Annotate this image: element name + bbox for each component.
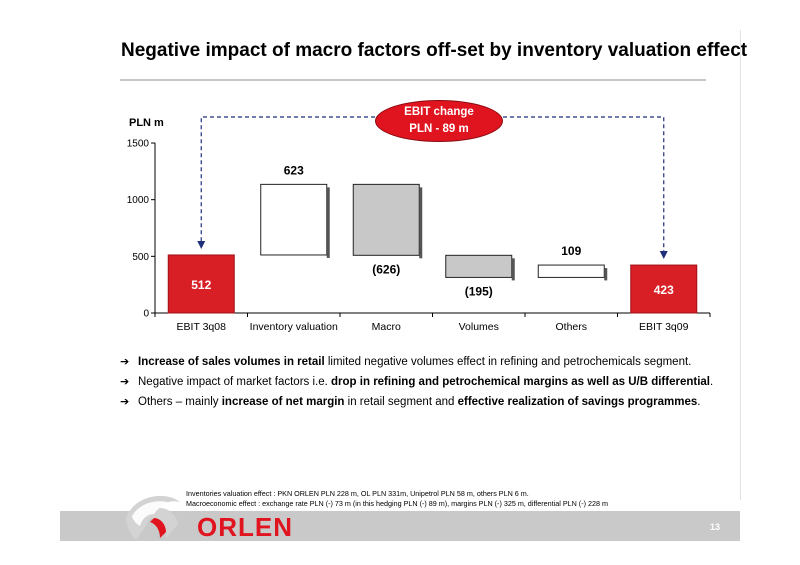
bullet-3-bold-b: effective realization of savings program… [457,396,698,408]
callout-line-2: PLN - 89 m [409,123,469,135]
category-label-1: EBIT 3q08 [177,321,227,333]
y-tick-label: 500 [132,252,149,263]
bar-shadow-2 [326,187,330,258]
bullet-3-end: . [697,396,701,408]
bar-6 [630,264,698,314]
data-label-1: 512 [191,278,211,292]
y-tick-label: 0 [143,309,149,320]
bullet-3-mid: in retail segment and [344,396,458,408]
ebit-change-callout: EBIT change PLN - 89 m [375,100,503,142]
bar-3 [352,183,420,256]
bar-shadow-4 [511,258,515,281]
category-label-2: Inventory valuation [250,321,338,333]
right-edge-line [740,30,741,500]
page-number: 13 [710,522,721,532]
bullet-1-text: limited negative volumes effect in refin… [324,356,692,368]
data-label-5: 109 [561,244,581,258]
y-tick-label: 1500 [127,139,150,150]
bar-4 [445,254,513,278]
page-title: Negative impact of macro factors off-set… [121,40,748,61]
data-label-6: 423 [654,283,674,297]
footnote-2: Macroeconomic effect : exchange rate PLN… [186,499,608,508]
bullet-1-bold: Increase of sales volumes in retail [138,356,325,368]
data-label-2: 623 [284,163,304,177]
bar-5 [537,264,605,278]
category-label-3: Macro [372,321,401,333]
orlen-logo-text: ORLEN [197,512,293,542]
data-label-3: (626) [372,262,400,276]
data-label-4: (195) [465,284,493,298]
connector-left [200,116,375,247]
category-label-4: Volumes [459,321,499,333]
category-label-6: EBIT 3q09 [639,321,689,333]
category-label-5: Others [555,321,587,333]
orlen-eagle-logo-icon [126,495,180,540]
connector-right [503,116,665,258]
y-tick-label: 1000 [127,195,150,206]
bullet-3-text: Others – mainly [138,396,222,408]
y-axis-unit-label: PLN m [129,117,164,129]
bar-shadow-3 [419,187,423,259]
callout-line-1: EBIT change [404,106,474,118]
bar-2 [260,183,328,256]
arrow-right-icon: ➔ [120,395,130,408]
title-divider [120,79,706,81]
footnote-1: Inventories valuation effect : PKN ORLEN… [186,489,529,498]
arrowhead-left [197,240,206,249]
bar-1 [167,254,235,314]
arrow-right-icon: ➔ [120,355,130,368]
footnotes: Inventories valuation effect : PKN ORLEN… [186,489,608,509]
arrowhead-right [659,251,668,260]
bullet-3-bold-a: increase of net margin [221,396,345,408]
bullet-2-text: Negative impact of market factors i.e. [138,376,332,388]
bullet-2-end: . [709,376,714,388]
bullet-item-2: ➔ Negative impact of market factors i.e. … [120,372,713,392]
bullet-item-3: ➔ Others – mainly increase of net margin … [120,392,713,412]
bullet-2-bold: drop in refining and petrochemical margi… [331,376,710,388]
bullet-item-1: ➔ Increase of sales volumes in retail lim… [120,352,713,372]
bar-shadow-5 [604,268,608,281]
bullet-list: ➔ Increase of sales volumes in retail lim… [120,352,713,412]
arrow-right-icon: ➔ [120,375,130,388]
